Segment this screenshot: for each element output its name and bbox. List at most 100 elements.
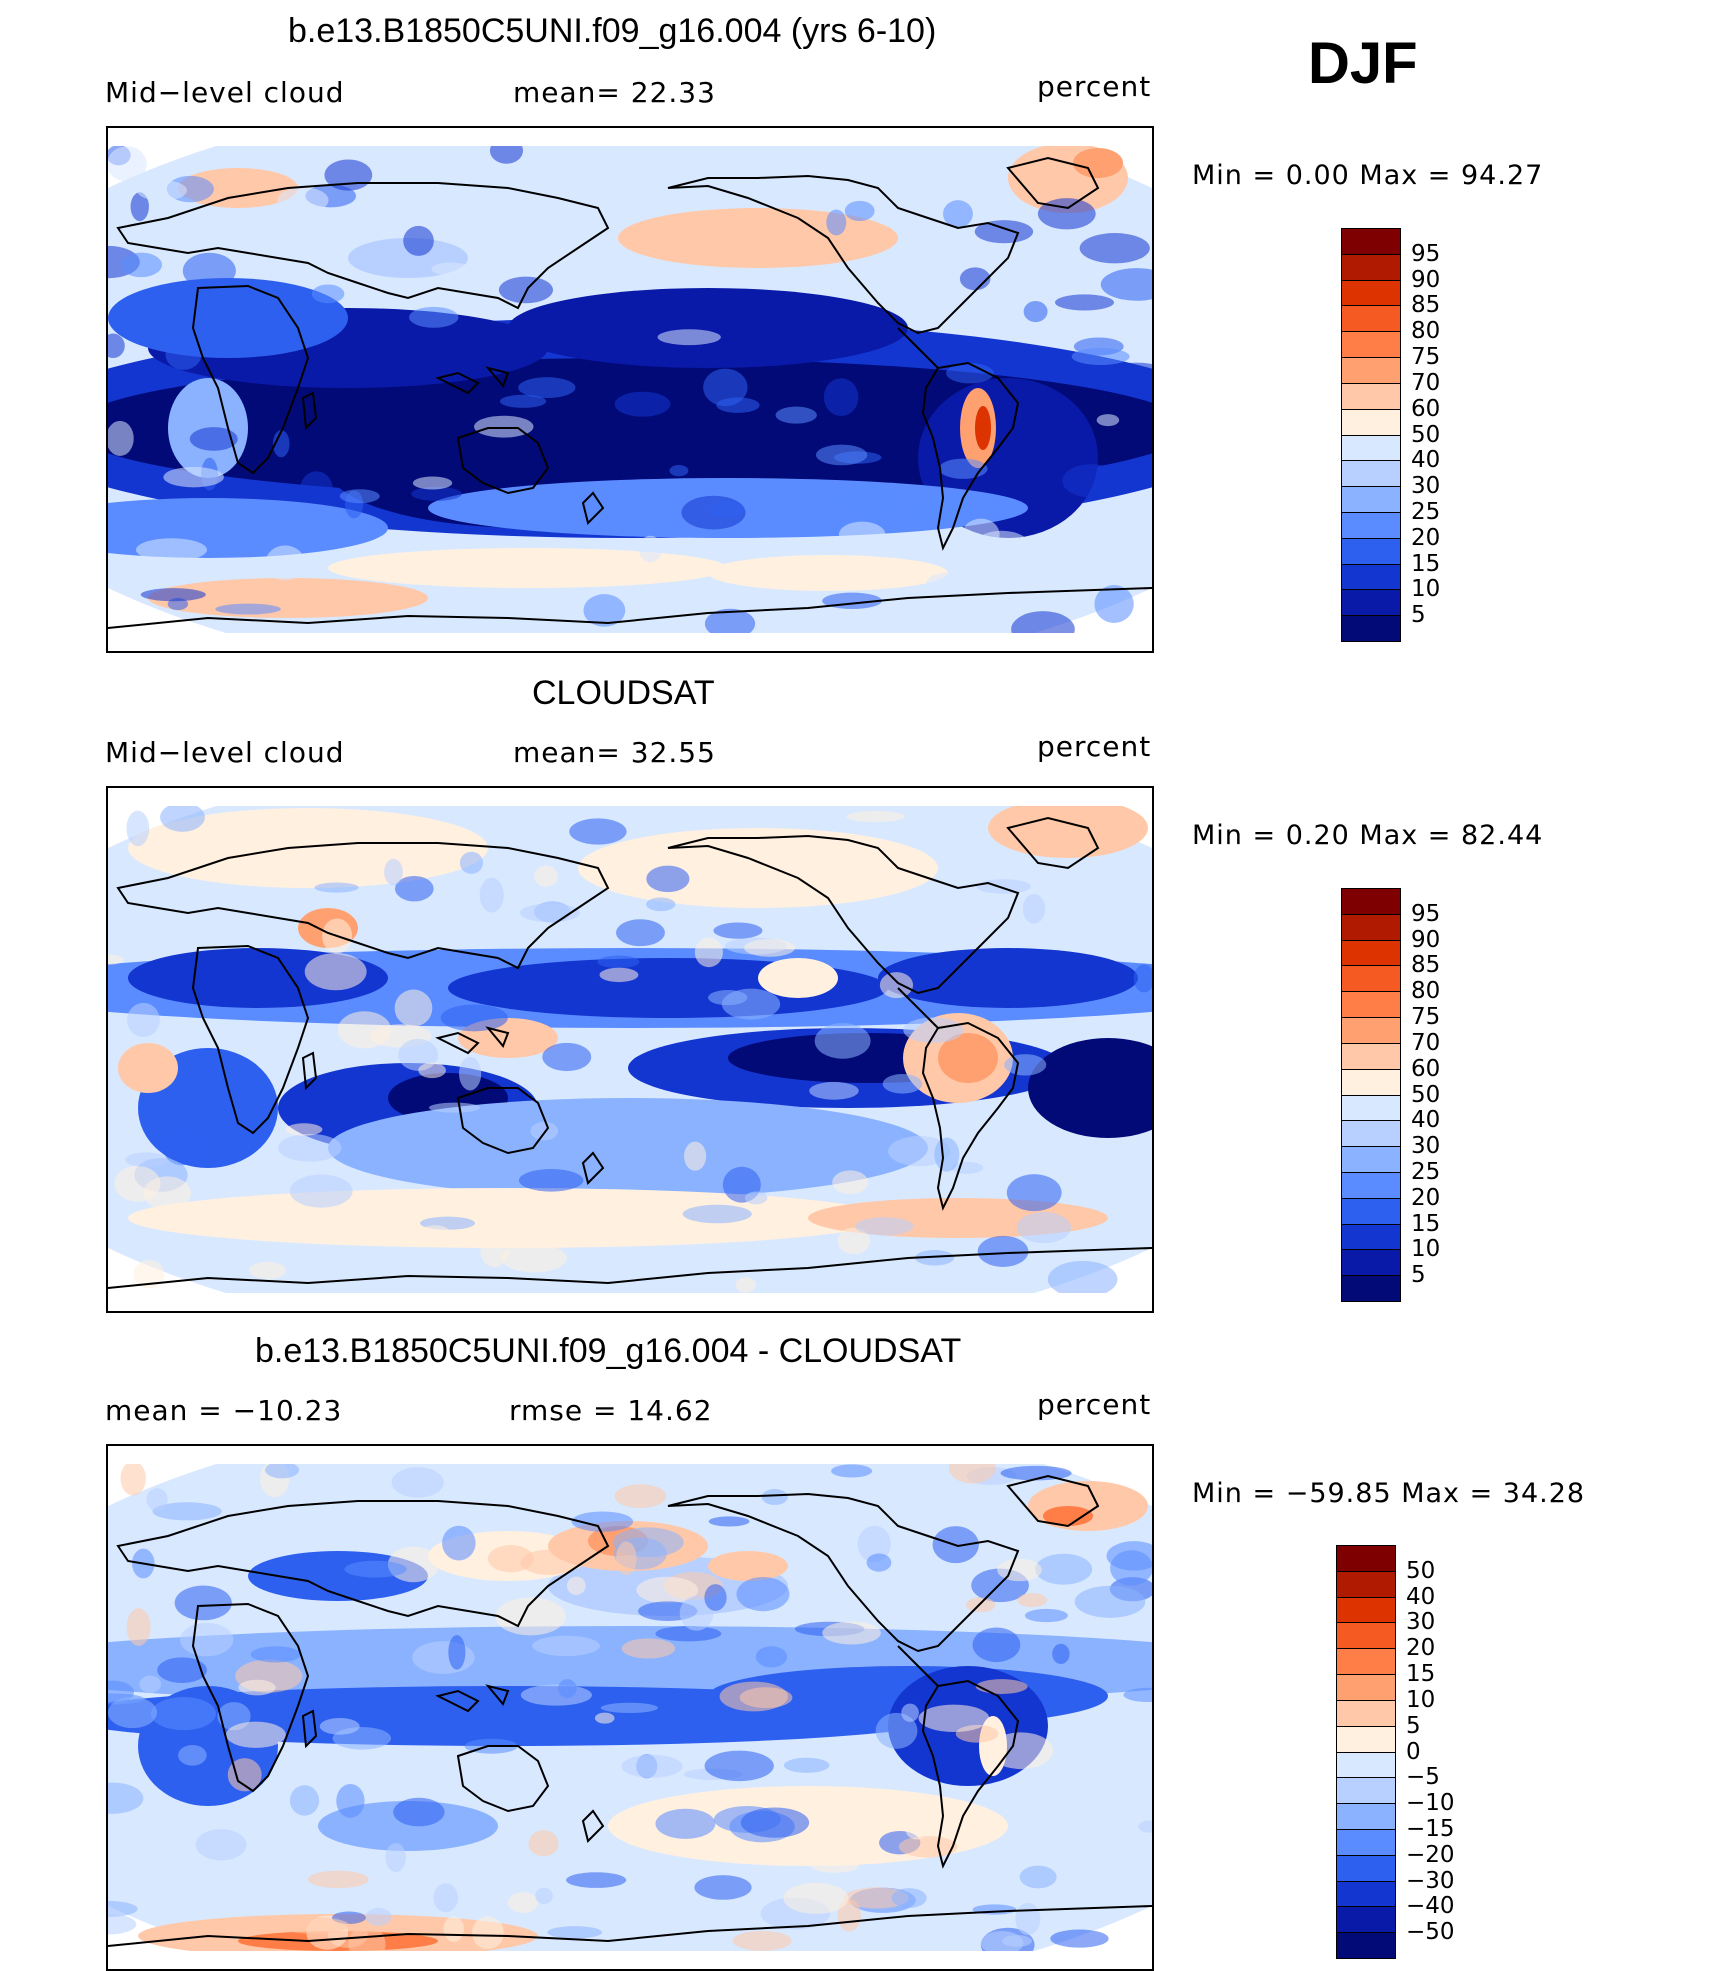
- field-noise: [150, 1697, 216, 1731]
- field-noise: [440, 1004, 508, 1032]
- coastline: [1006, 816, 1100, 870]
- colorbar-tick-label: 5: [1411, 1262, 1426, 1289]
- field-noise: [324, 159, 373, 191]
- field-noise: [703, 368, 748, 407]
- field-noise: [732, 1930, 792, 1951]
- field-noise: [638, 535, 662, 563]
- no-data-band: [108, 1293, 1152, 1311]
- colorbar-swatch: [1341, 913, 1401, 941]
- field-noise: [1017, 1593, 1048, 1608]
- field-noise: [938, 458, 988, 479]
- coastline: [191, 944, 310, 1135]
- colorbar-swatch: [1341, 1042, 1401, 1070]
- field-noise: [1106, 1541, 1152, 1571]
- colorbar-tick-label: 10: [1406, 1686, 1436, 1713]
- field-region: [758, 958, 838, 998]
- field-noise: [915, 1249, 955, 1266]
- colorbar-tick-label: 40: [1406, 1583, 1436, 1610]
- field-noise: [669, 465, 689, 477]
- field-noise: [314, 882, 359, 893]
- panel-3-coastlines: [108, 1474, 1152, 1947]
- field-noise: [571, 1511, 634, 1532]
- field-noise: [413, 844, 455, 875]
- field-noise: [1024, 1608, 1068, 1623]
- field-noise: [946, 362, 994, 384]
- colorbar-swatch: [1341, 511, 1401, 539]
- field-noise: [783, 1882, 849, 1914]
- field-noise: [1100, 268, 1152, 301]
- field-noise: [152, 1502, 222, 1521]
- field-noise: [178, 1744, 207, 1766]
- field-noise: [1023, 301, 1048, 323]
- field-noise: [182, 252, 236, 289]
- field-noise: [411, 486, 462, 501]
- coastline: [581, 1809, 605, 1843]
- field-region: [708, 555, 948, 591]
- coastline: [301, 1051, 318, 1091]
- field-noise: [616, 919, 665, 947]
- coastline: [116, 182, 610, 310]
- field-region: [975, 406, 991, 450]
- field-noise: [934, 1137, 960, 1172]
- field-noise: [977, 1235, 1029, 1267]
- field-noise: [783, 1757, 830, 1773]
- field-noise: [735, 1277, 756, 1293]
- field-noise: [740, 1807, 810, 1838]
- field-noise: [520, 1549, 578, 1576]
- field-noise: [905, 1819, 928, 1840]
- panel-1-coastlines: [108, 156, 1152, 629]
- field-noise: [136, 180, 187, 201]
- panel-3-map: [106, 1444, 1154, 1971]
- field-noise: [289, 1174, 353, 1208]
- field-noise: [319, 1717, 360, 1735]
- field-noise: [569, 818, 627, 845]
- field-noise: [163, 466, 224, 488]
- field-noise: [443, 1916, 464, 1942]
- coastline: [485, 1684, 510, 1706]
- field-noise: [495, 1597, 566, 1636]
- field-region: [878, 948, 1138, 1008]
- field-noise: [597, 955, 640, 969]
- panel-2-minmax: Min = 0.20 Max = 82.44: [1192, 820, 1544, 851]
- field-noise: [744, 938, 796, 957]
- colorbar-tick-label: −30: [1406, 1867, 1455, 1894]
- field-noise: [875, 1712, 918, 1749]
- colorbar-swatch: [1336, 1803, 1396, 1830]
- colorbar-swatch: [1341, 615, 1401, 642]
- field-noise: [694, 1875, 752, 1900]
- coastline: [301, 1709, 318, 1749]
- field-noise: [657, 329, 721, 346]
- colorbar-swatch: [1341, 563, 1401, 591]
- panel-1-map: [106, 126, 1154, 653]
- season-label: DJF: [1308, 31, 1418, 96]
- field-noise: [518, 377, 576, 398]
- field-noise: [736, 1577, 790, 1612]
- field-noise: [264, 1461, 300, 1479]
- colorbar-tick-label: −5: [1406, 1764, 1440, 1791]
- colorbar-tick-label: 95: [1411, 900, 1441, 927]
- field-noise: [108, 333, 125, 359]
- colorbar-tick-label: 80: [1411, 318, 1441, 345]
- field-region: [118, 1043, 178, 1093]
- colorbar-tick-label: 70: [1411, 1029, 1441, 1056]
- field-noise: [127, 1002, 160, 1038]
- field-noise: [499, 394, 547, 408]
- field-region: [708, 1551, 788, 1581]
- field-noise: [108, 954, 124, 965]
- field-noise: [289, 1785, 320, 1816]
- field-noise: [976, 879, 1031, 894]
- field-noise: [250, 1646, 301, 1663]
- colorbar-swatch: [1341, 279, 1401, 307]
- field-noise: [442, 1525, 476, 1561]
- coastline: [897, 987, 939, 1029]
- field-noise: [277, 187, 329, 214]
- field-noise: [755, 1646, 788, 1668]
- coastline: [435, 1031, 480, 1055]
- field-noise: [761, 1489, 788, 1505]
- field-noise: [704, 608, 756, 639]
- field-noise: [146, 1488, 168, 1511]
- coastline: [456, 427, 550, 495]
- field-noise: [655, 1808, 716, 1839]
- field-noise: [822, 1621, 881, 1645]
- field-noise: [815, 444, 868, 466]
